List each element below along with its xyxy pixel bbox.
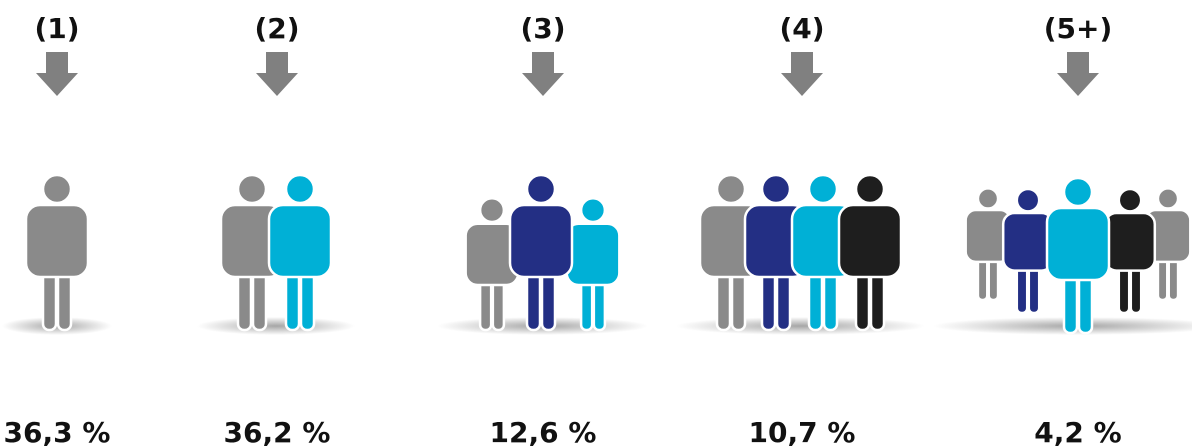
person — [837, 173, 903, 332]
group-label: (2) — [254, 12, 299, 45]
arrow — [1057, 52, 1099, 96]
arrow — [256, 52, 298, 96]
person — [508, 173, 574, 332]
person-head — [525, 173, 557, 205]
person — [1045, 176, 1111, 335]
arrow — [36, 52, 78, 96]
person-head — [236, 173, 268, 205]
person-body — [508, 203, 574, 279]
person-body — [1045, 206, 1111, 282]
shadow — [676, 317, 925, 335]
person-body — [837, 203, 903, 279]
percentage: 36,3 % — [4, 416, 111, 448]
arrow — [781, 52, 823, 96]
shadow — [197, 317, 355, 335]
group-label: (3) — [520, 12, 565, 45]
person — [1144, 187, 1192, 302]
person-head — [1015, 187, 1041, 213]
person-body — [565, 222, 621, 287]
group-label: (5+) — [1044, 12, 1113, 45]
person-body — [1001, 211, 1055, 272]
person-body — [1103, 211, 1157, 272]
person — [1001, 187, 1055, 315]
person-head — [760, 173, 792, 205]
person-head — [854, 173, 886, 205]
shadow — [2, 317, 112, 335]
group-label: (1) — [34, 12, 79, 45]
person-head — [478, 197, 506, 224]
person-head — [715, 173, 747, 205]
person-head — [976, 187, 1000, 210]
person — [464, 197, 520, 332]
shadow — [933, 317, 1192, 335]
person-head — [1117, 187, 1143, 213]
person-body — [24, 203, 90, 279]
person — [219, 173, 285, 332]
person-head — [807, 173, 839, 205]
percentage: 12,6 % — [490, 416, 597, 448]
person — [267, 173, 333, 332]
person-head — [284, 173, 316, 205]
person-head — [1062, 176, 1094, 208]
percentage: 4,2 % — [1034, 416, 1121, 448]
person-head — [1156, 187, 1180, 210]
person — [565, 197, 621, 332]
person — [1103, 187, 1157, 315]
group-label: (4) — [779, 12, 824, 45]
arrow — [522, 52, 564, 96]
person-body — [267, 203, 333, 279]
person-head — [579, 197, 607, 224]
percentage: 36,2 % — [224, 416, 331, 448]
person-head — [41, 173, 73, 205]
percentage: 10,7 % — [749, 416, 856, 448]
person — [24, 173, 90, 332]
